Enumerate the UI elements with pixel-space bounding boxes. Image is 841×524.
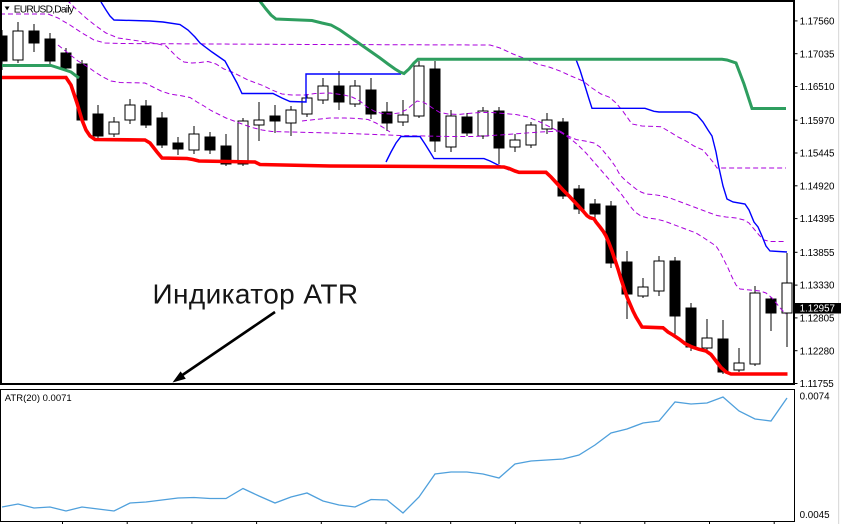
svg-text:1.11755: 1.11755 bbox=[800, 379, 835, 390]
svg-text:1.14920: 1.14920 bbox=[800, 181, 835, 192]
svg-text:Индикатор ATR: Индикатор ATR bbox=[153, 279, 359, 310]
svg-text:1.14395: 1.14395 bbox=[800, 214, 835, 225]
svg-text:ATR(20) 0.0071: ATR(20) 0.0071 bbox=[5, 393, 72, 404]
svg-text:1.17035: 1.17035 bbox=[800, 49, 835, 60]
svg-text:0.0074: 0.0074 bbox=[800, 392, 831, 403]
svg-text:1.12280: 1.12280 bbox=[800, 346, 835, 357]
svg-text:EURUSD,Daily: EURUSD,Daily bbox=[14, 4, 75, 15]
svg-text:1.13330: 1.13330 bbox=[800, 281, 835, 292]
svg-text:1.16510: 1.16510 bbox=[800, 82, 835, 93]
svg-text:1.15970: 1.15970 bbox=[800, 116, 835, 127]
svg-text:1.13855: 1.13855 bbox=[800, 248, 835, 259]
svg-text:1.15445: 1.15445 bbox=[800, 149, 835, 160]
svg-text:1.17560: 1.17560 bbox=[800, 17, 835, 28]
svg-text:0.0045: 0.0045 bbox=[800, 510, 831, 521]
svg-text:1.12805: 1.12805 bbox=[800, 314, 835, 325]
svg-text:1.12957: 1.12957 bbox=[800, 304, 835, 315]
